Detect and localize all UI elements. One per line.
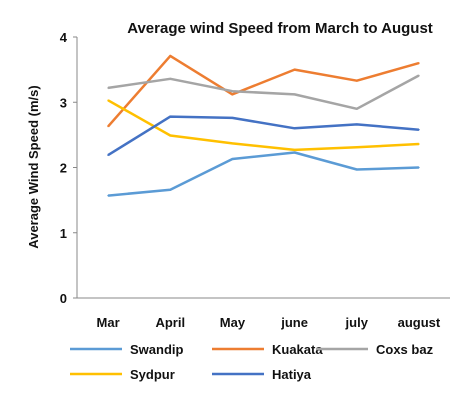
- data-point: [169, 55, 172, 57]
- legend-label: Coxs baz: [376, 342, 434, 357]
- data-point: [418, 74, 420, 77]
- data-point: [107, 87, 109, 89]
- y-tick-label: 1: [60, 226, 67, 241]
- legend-label: Hatiya: [272, 367, 312, 382]
- series-line-sydpur: [107, 99, 419, 152]
- data-point: [355, 107, 358, 110]
- data-point: [107, 194, 109, 197]
- x-tick-label: august: [398, 315, 441, 330]
- series-line-coxs-baz: [107, 74, 420, 111]
- data-point: [169, 115, 172, 118]
- series-line-kuakata: [107, 54, 420, 128]
- chart-title: Average wind Speed from March to August: [127, 20, 433, 37]
- x-tick-label: june: [280, 315, 308, 330]
- x-tick-label: April: [155, 315, 185, 330]
- legend-label: Swandip: [130, 342, 184, 357]
- data-point: [169, 188, 172, 191]
- series-layer: [107, 54, 420, 197]
- data-point: [355, 168, 358, 171]
- legend-label: Sydpur: [130, 367, 175, 382]
- x-tick-label: Mar: [97, 315, 120, 330]
- data-point: [293, 127, 296, 130]
- data-point: [293, 149, 296, 151]
- data-point: [418, 62, 420, 64]
- data-point: [107, 125, 109, 128]
- axes: 0 1 2 3 4 Mar April May june july august: [60, 30, 450, 330]
- series-line-hatiya: [107, 115, 420, 157]
- data-point: [293, 151, 296, 154]
- data-point: [107, 99, 109, 102]
- data-point: [169, 77, 172, 80]
- data-point: [355, 146, 358, 149]
- x-tick-label: july: [345, 315, 369, 330]
- series-line-swandip: [107, 151, 419, 197]
- y-tick-label: 4: [60, 30, 68, 45]
- x-tick-label: May: [220, 315, 246, 330]
- data-point: [169, 134, 172, 137]
- data-point: [231, 158, 234, 160]
- y-tick-label: 2: [60, 161, 67, 176]
- data-point: [418, 143, 420, 145]
- data-point: [231, 142, 234, 145]
- y-axis-label: Average Wind Speed (m/s): [26, 85, 41, 248]
- data-point: [293, 68, 296, 71]
- data-point: [107, 154, 109, 156]
- data-point: [293, 93, 296, 96]
- legend-label: Kuakata: [272, 342, 323, 357]
- data-point: [231, 90, 234, 92]
- data-point: [355, 123, 358, 126]
- data-point: [231, 117, 234, 119]
- data-point: [231, 93, 234, 96]
- y-tick-label: 0: [60, 291, 67, 306]
- y-tick-label: 3: [60, 95, 67, 110]
- data-point: [418, 166, 420, 169]
- data-point: [355, 79, 358, 82]
- legend: Swandip Kuakata Coxs baz Sydpur Hatiya: [70, 342, 434, 382]
- data-point: [418, 128, 420, 131]
